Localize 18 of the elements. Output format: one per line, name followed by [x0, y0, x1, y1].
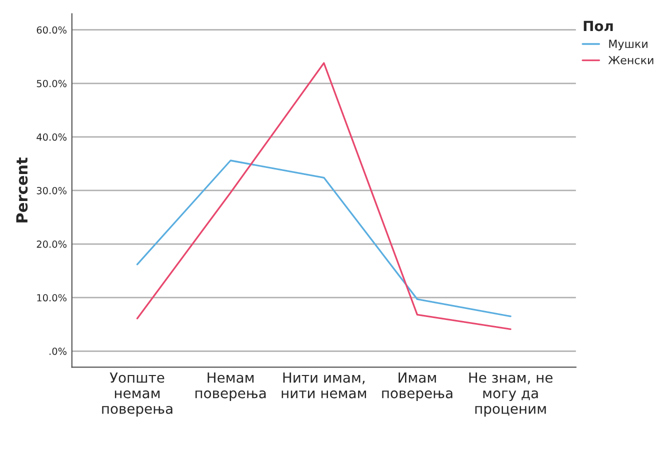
y-tick-label: 50.0%	[36, 80, 67, 88]
legend-label: Мушки	[609, 40, 648, 50]
line-series	[136, 160, 512, 318]
y-tick-label: 60.0%	[36, 26, 67, 34]
legend-label: Женски	[608, 56, 654, 64]
x-tick-label: Имам поверења	[382, 372, 452, 402]
y-tick-label: .0%	[50, 348, 67, 355]
y-tick-label: 20.0%	[36, 240, 67, 248]
x-tick-label: Уопште немам поверења	[102, 372, 172, 417]
line-series	[136, 62, 512, 330]
x-tick-label: Немам поверења	[196, 372, 266, 402]
legend-title: Пол	[584, 20, 613, 32]
y-tick-label: 40.0%	[36, 133, 67, 141]
y-tick-label: 30.0%	[36, 186, 67, 194]
y-axis-title: Percent	[16, 157, 28, 222]
x-tick-label: Не знам, не могу да проценим	[469, 372, 552, 417]
x-tick-label: Нити имам, нити немам	[282, 372, 366, 398]
y-tick-label: 10.0%	[37, 294, 67, 302]
